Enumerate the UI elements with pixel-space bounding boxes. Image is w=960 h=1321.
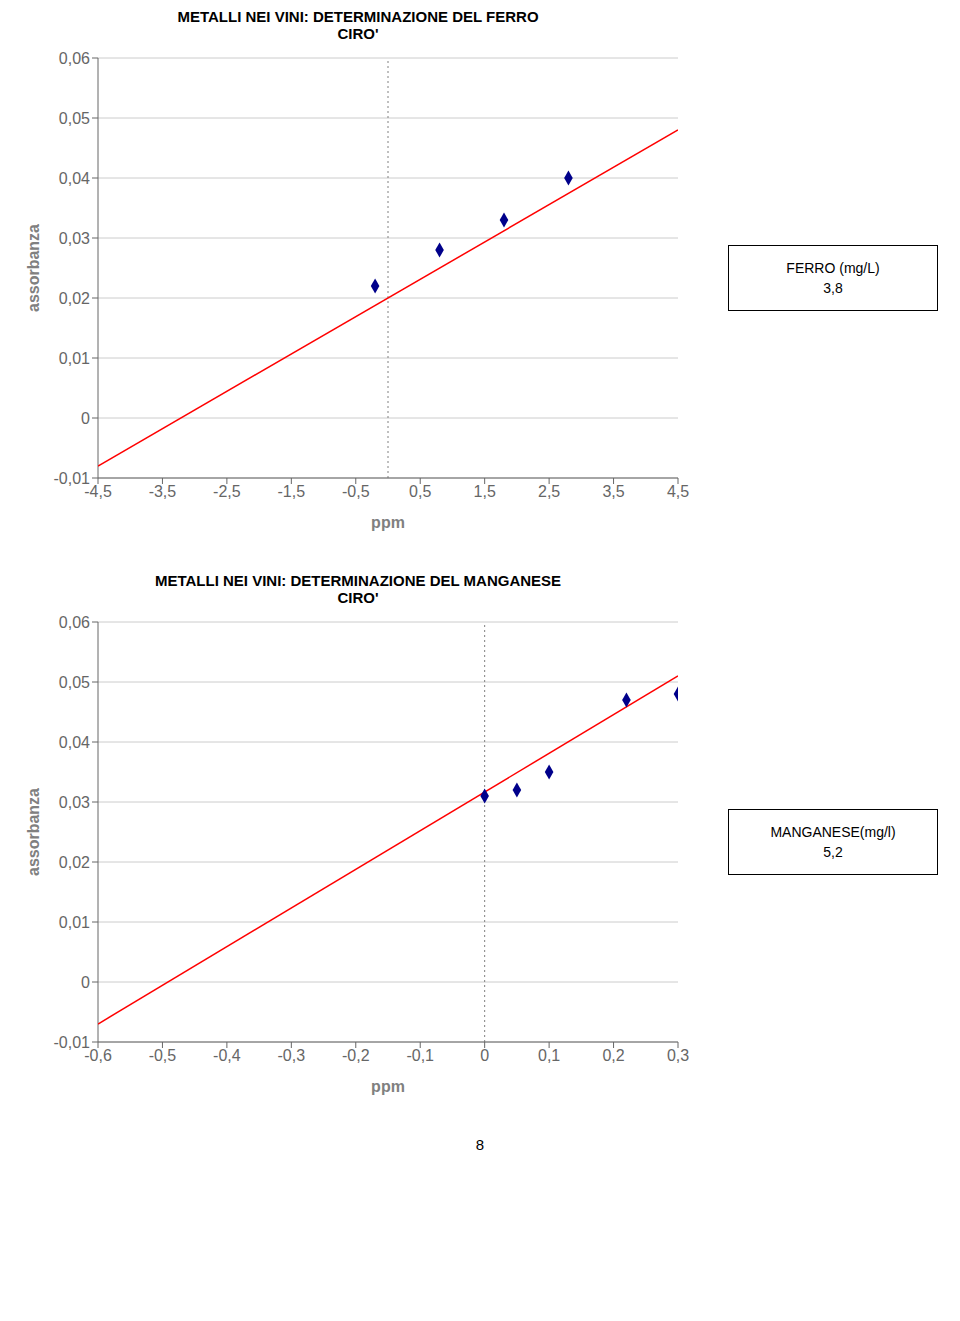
svg-text:0: 0 (81, 974, 90, 991)
svg-text:0,06: 0,06 (59, 50, 90, 67)
svg-text:0,03: 0,03 (59, 230, 90, 247)
svg-text:0,2: 0,2 (602, 1047, 624, 1064)
html-text:8: 8 (475, 1136, 485, 1153)
svg-text:-0,3: -0,3 (278, 1047, 306, 1064)
svg-text:0,3: 0,3 (667, 1047, 689, 1064)
svg-text:0,5: 0,5 (409, 483, 431, 500)
html-text:METALLI NEI VINI: DETERMINAZIO: METALLI NEI VINI: DETERMINAZIONE DEL FER… (177, 8, 539, 25)
svg-text:-0,01: -0,01 (54, 470, 91, 487)
html-text:CIRO': CIRO' (337, 589, 379, 606)
svg-text:-0,5: -0,5 (342, 483, 370, 500)
svg-text:0,01: 0,01 (59, 350, 90, 367)
svg-text:-1,5: -1,5 (278, 483, 306, 500)
svg-text:-0,6: -0,6 (84, 1047, 112, 1065)
svg-text:0,03: 0,03 (59, 794, 90, 811)
svg-text:2,5: 2,5 (538, 483, 560, 500)
svg-text:4,5: 4,5 (667, 483, 689, 500)
svg-text:assorbanza: assorbanza (25, 788, 42, 876)
svg-text:-0,5: -0,5 (149, 1047, 177, 1064)
svg-text:ppm: ppm (371, 514, 405, 531)
html-text:MANGANESE(mg/l): MANGANESE(mg/l) (770, 824, 896, 840)
html-text:5,2: 5,2 (823, 844, 843, 860)
html-text:METALLI NEI VINI: DETERMINAZIO: METALLI NEI VINI: DETERMINAZIONE DEL MAN… (154, 572, 562, 589)
html-text:FERRO (mg/L): FERRO (mg/L) (786, 260, 880, 276)
svg-text:0: 0 (81, 410, 90, 427)
svg-text:-3,5: -3,5 (149, 483, 177, 500)
svg-text:-0,01: -0,01 (54, 1034, 91, 1051)
svg-text:ppm: ppm (371, 1078, 405, 1095)
svg-text:0,01: 0,01 (59, 914, 90, 931)
svg-text:0,04: 0,04 (59, 734, 90, 751)
svg-text:3,5: 3,5 (602, 483, 624, 500)
svg-text:0,04: 0,04 (59, 170, 90, 187)
html-text:3,8: 3,8 (823, 280, 843, 296)
svg-text:-0,4: -0,4 (213, 1047, 241, 1064)
svg-text:assorbanza: assorbanza (25, 224, 42, 312)
svg-text:0,06: 0,06 (59, 614, 90, 631)
svg-text:0: 0 (480, 1047, 489, 1064)
svg-text:0,02: 0,02 (59, 854, 90, 871)
svg-text:0,1: 0,1 (538, 1047, 560, 1064)
svg-text:1,5: 1,5 (474, 483, 496, 500)
svg-text:-0,2: -0,2 (342, 1047, 370, 1064)
svg-text:0,05: 0,05 (59, 674, 90, 691)
html-text:CIRO': CIRO' (337, 25, 379, 42)
svg-text:-4,5: -4,5 (84, 483, 112, 501)
svg-text:0,02: 0,02 (59, 290, 90, 307)
svg-text:0,05: 0,05 (59, 110, 90, 127)
svg-text:-2,5: -2,5 (213, 483, 241, 500)
svg-text:-0,1: -0,1 (406, 1047, 434, 1064)
